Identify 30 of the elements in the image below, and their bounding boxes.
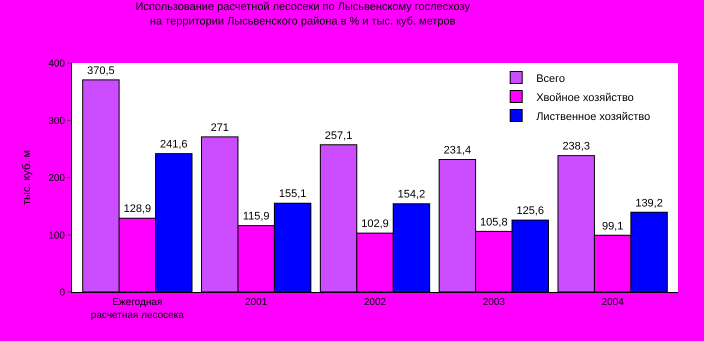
data-label: 155,1 (278, 188, 306, 200)
data-label: 99,1 (602, 220, 624, 232)
data-label: 125,6 (516, 205, 544, 218)
y-axis-title: тыс. куб. м (20, 150, 33, 206)
data-label: 231,4 (444, 144, 472, 157)
y-tick-label: 0 (59, 288, 66, 298)
y-tick-label: 100 (48, 230, 66, 242)
x-tick-label: 2001 (245, 297, 268, 308)
chart-title: Использование расчетной лесосеки по Лысьвенскому гослесхозу на территории Лысьвенского района в % и тыс. куб. метров (135, 1, 470, 28)
data-label: 115,9 (242, 210, 270, 223)
data-label: 154,2 (398, 188, 426, 201)
y-tick-label: 200 (48, 173, 66, 184)
x-tick-label: 2004 (602, 297, 624, 308)
data-label: 241,6 (160, 138, 188, 151)
x-tick-label: 2003 (482, 297, 506, 308)
data-label: 238,3 (562, 140, 590, 153)
y-tick-label: 400 (48, 58, 66, 70)
legend-label: Хвойное хозяйство (536, 92, 634, 104)
x-tick-label: Ежегодная расчетная лесосека (90, 297, 184, 321)
data-label: 271 (210, 122, 229, 134)
data-label: 370,5 (87, 64, 115, 77)
legend-label: Всего (536, 72, 566, 85)
data-label: 102,9 (361, 218, 389, 230)
legend-label: Лиственное хозяйство (536, 110, 650, 123)
y-tick-label: 300 (48, 116, 66, 127)
x-tick-label: 2002 (364, 297, 387, 308)
data-label: 105,8 (480, 216, 508, 228)
data-label: 128,9 (124, 203, 152, 216)
data-label: 139,2 (635, 197, 663, 210)
data-label: 257,1 (324, 130, 352, 142)
